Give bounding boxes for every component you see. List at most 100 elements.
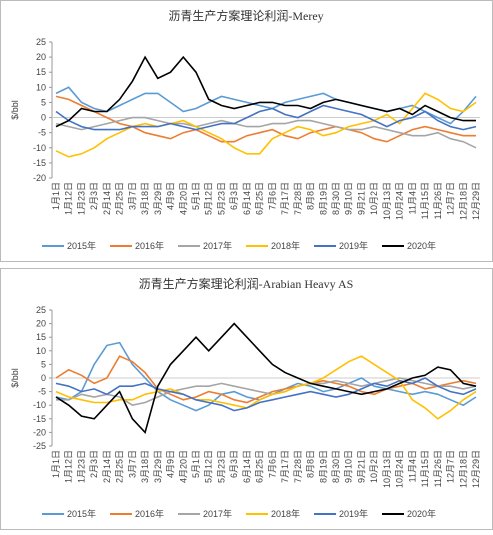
x-tick-label: 5月23日: [216, 182, 226, 215]
x-tick-label: 8月30日: [331, 182, 341, 215]
legend-label: 2020年: [407, 240, 436, 251]
x-tick-label: 5月1日: [191, 182, 201, 210]
x-tick-label: 7月17日: [280, 450, 290, 483]
x-tick-label: 5月12日: [204, 450, 214, 483]
x-tick-label: 6月14日: [242, 450, 252, 483]
x-tick-label: 6月25日: [255, 182, 265, 215]
series-line: [56, 377, 477, 407]
x-tick-label: 7月28日: [293, 450, 303, 483]
x-tick-label: 2月25日: [115, 182, 125, 215]
x-tick-label: 3月29日: [153, 182, 163, 215]
x-tick-label: 12月18日: [458, 182, 468, 220]
y-tick-label: 0: [41, 113, 46, 123]
y-tick-label: 5: [41, 97, 46, 107]
x-tick-label: 10月13日: [382, 182, 392, 220]
y-tick-label: -20: [33, 173, 46, 183]
x-tick-label: 8月30日: [331, 450, 341, 483]
x-tick-label: 10月2日: [369, 182, 379, 215]
x-tick-label: 6月14日: [242, 182, 252, 215]
y-tick-label: 15: [36, 67, 46, 77]
series-line: [55, 104, 477, 131]
legend-label: 2017年: [203, 240, 232, 251]
series-line: [55, 55, 476, 128]
x-tick-label: 8月8日: [306, 182, 316, 210]
x-tick-label: 11月4日: [407, 450, 417, 482]
x-tick-label: 6月25日: [255, 450, 265, 483]
x-tick-label: 1月1日: [51, 450, 61, 478]
chart-title: 沥青生产方案理论利润-Merey: [168, 8, 323, 23]
y-tick-label: -5: [38, 387, 46, 397]
x-tick-label: 11月15日: [420, 182, 430, 219]
legend-label: 2019年: [339, 508, 368, 519]
panel: 沥青生产方案理论利润-Arabian Heavy AS $/bbl -25 -20 -1…: [0, 268, 493, 530]
x-tick-label: 2月3日: [89, 182, 99, 210]
legend-label: 2015年: [67, 508, 96, 519]
x-tick-label: 11月4日: [407, 182, 417, 214]
x-tick-label: 11月26日: [433, 450, 443, 487]
series-line: [55, 95, 476, 143]
y-tick-label: 0: [41, 373, 46, 383]
x-tick-label: 5月12日: [204, 182, 214, 215]
series-line: [55, 86, 477, 125]
x-tick-label: 12月29日: [471, 182, 481, 220]
x-tick-label: 6月3日: [229, 450, 239, 478]
y-tick-label: -15: [33, 414, 46, 424]
y-tick-label: 20: [36, 319, 46, 329]
panel: 沥青生产方案理论利润-Merey $/bbl -20 -15 -10 -5 0 5 10 15 20…: [0, 0, 493, 262]
x-tick-label: 9月10日: [344, 450, 354, 483]
x-tick-label: 4月9日: [166, 450, 176, 478]
chart-title: 沥青生产方案理论利润-Arabian Heavy AS: [139, 276, 354, 291]
series-line: [55, 355, 477, 404]
y-tick-label: 10: [36, 346, 46, 356]
x-tick-label: 5月23日: [216, 450, 226, 483]
y-tick-label: 25: [36, 305, 46, 315]
x-tick-label: 9月10日: [344, 182, 354, 215]
x-tick-label: 2月3日: [89, 450, 99, 478]
x-tick-label: 1月23日: [76, 182, 86, 215]
x-tick-label: 1月12日: [64, 182, 74, 215]
legend-label: 2016年: [135, 240, 164, 251]
legend-label: 2015年: [67, 240, 96, 251]
x-tick-label: 4月20日: [178, 182, 188, 215]
legend-label: 2016年: [135, 508, 164, 519]
x-tick-label: 11月15日: [420, 450, 430, 487]
x-tick-label: 1月1日: [51, 182, 61, 210]
x-tick-label: 2月25日: [115, 450, 125, 483]
y-tick-label: -5: [38, 128, 46, 138]
y-tick-label: -10: [33, 400, 46, 410]
x-tick-label: 10月2日: [369, 450, 379, 483]
x-tick-label: 10月13日: [382, 450, 392, 488]
x-tick-label: 10月24日: [395, 450, 405, 488]
y-tick-label: 10: [36, 82, 46, 92]
x-tick-label: 3月29日: [153, 450, 163, 483]
y-tick-label: -10: [33, 143, 46, 153]
y-tick-label: -15: [33, 158, 46, 168]
x-tick-label: 8月19日: [318, 182, 328, 215]
x-tick-label: 8月19日: [318, 450, 328, 483]
y-axis-label: $/bbl: [10, 368, 20, 388]
x-tick-label: 9月21日: [356, 450, 366, 483]
x-tick-label: 4月9日: [166, 182, 176, 210]
x-tick-label: 5月1日: [191, 450, 201, 478]
legend-label: 2018年: [271, 508, 300, 519]
x-tick-label: 7月17日: [280, 182, 290, 215]
panel-border: [0, 268, 493, 530]
legend-label: 2020年: [407, 508, 436, 519]
x-tick-label: 1月23日: [76, 450, 86, 483]
x-tick-label: 2月14日: [102, 450, 112, 483]
x-tick-label: 7月6日: [267, 182, 277, 210]
y-axis-label: $/bbl: [10, 100, 20, 120]
x-tick-label: 3月18日: [140, 450, 150, 483]
x-tick-label: 6月3日: [229, 182, 239, 210]
x-tick-label: 10月24日: [395, 182, 405, 220]
x-tick-label: 12月7日: [446, 182, 456, 215]
x-tick-label: 8月8日: [306, 450, 316, 478]
y-tick-label: 5: [41, 359, 46, 369]
legend-label: 2019年: [339, 240, 368, 251]
x-tick-label: 12月7日: [446, 450, 456, 483]
y-tick-label: -25: [33, 441, 46, 451]
x-tick-label: 11月26日: [433, 182, 443, 219]
x-tick-label: 3月7日: [127, 182, 137, 210]
x-tick-label: 1月12日: [64, 450, 74, 483]
y-tick-label: 25: [36, 37, 46, 47]
